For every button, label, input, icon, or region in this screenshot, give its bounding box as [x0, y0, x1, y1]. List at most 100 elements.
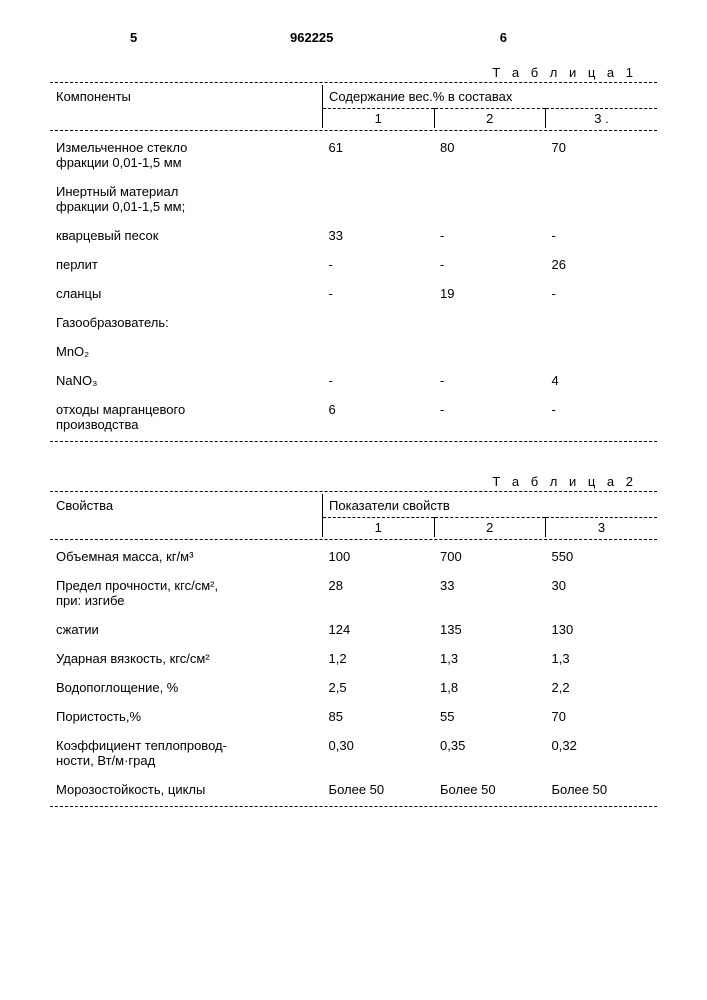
row-label: Пористость,% — [50, 702, 323, 731]
row-label: сланцы — [50, 279, 323, 308]
table2: Свойства Показатели свойств 1 2 3 — [50, 494, 657, 537]
table-row: Коэффициент теплопровод-ности, Вт/м·град… — [50, 731, 657, 775]
cell-value — [323, 337, 434, 366]
cell-value: Более 50 — [546, 775, 658, 804]
cell-value: 1,8 — [434, 673, 545, 702]
table-row: перлит--26 — [50, 250, 657, 279]
cell-value: - — [434, 250, 545, 279]
table2-title: Т а б л и ц а 2 — [50, 474, 637, 489]
cell-value: - — [434, 221, 545, 250]
cell-value — [434, 337, 545, 366]
cell-value: 2,5 — [323, 673, 434, 702]
table-row: Объемная масса, кг/м³100700550 — [50, 542, 657, 571]
table-row: Ударная вязкость, кгс/см²1,21,31,3 — [50, 644, 657, 673]
divider — [50, 539, 657, 540]
table1-col2: 2 — [434, 109, 545, 129]
cell-value: 26 — [546, 250, 658, 279]
cell-value: 0,32 — [546, 731, 658, 775]
cell-value: 4 — [546, 366, 658, 395]
cell-value: - — [434, 395, 545, 439]
cell-value: 85 — [323, 702, 434, 731]
page-header: 5 962225 6 — [50, 30, 657, 60]
table-row: MnO₂ — [50, 337, 657, 366]
cell-value: 80 — [434, 133, 545, 177]
section-label: Газообразователь: — [50, 308, 657, 337]
table1-col3: 3 . — [546, 109, 658, 129]
row-label: Объемная масса, кг/м³ — [50, 542, 323, 571]
table1-col1: 1 — [323, 109, 434, 129]
cell-value: - — [546, 221, 658, 250]
row-label: Предел прочности, кгс/см²,при: изгибе — [50, 571, 323, 615]
row-label: Ударная вязкость, кгс/см² — [50, 644, 323, 673]
cell-value: 33 — [434, 571, 545, 615]
cell-value: 28 — [323, 571, 434, 615]
table1: Компоненты Содержание вес.% в составах 1… — [50, 85, 657, 128]
divider — [50, 491, 657, 492]
row-label: Измельченное стеклофракции 0,01-1,5 мм — [50, 133, 323, 177]
row-label: Водопоглощение, % — [50, 673, 323, 702]
row-label: NaNO₃ — [50, 366, 323, 395]
cell-value: Более 50 — [323, 775, 434, 804]
divider — [50, 130, 657, 131]
cell-value: 6 — [323, 395, 434, 439]
cell-value: - — [546, 395, 658, 439]
table-row: Газообразователь: — [50, 308, 657, 337]
page-number-left: 5 — [130, 30, 137, 45]
cell-value: 30 — [546, 571, 658, 615]
cell-value: 1,3 — [546, 644, 658, 673]
cell-value: 55 — [434, 702, 545, 731]
cell-value: 135 — [434, 615, 545, 644]
cell-value: Более 50 — [434, 775, 545, 804]
cell-value: 33 — [323, 221, 434, 250]
cell-value: - — [323, 366, 434, 395]
cell-value: 124 — [323, 615, 434, 644]
cell-value: 70 — [546, 702, 658, 731]
table1-header-components: Компоненты — [50, 85, 323, 128]
cell-value: 700 — [434, 542, 545, 571]
table-row: Водопоглощение, %2,51,82,2 — [50, 673, 657, 702]
table2-col2: 2 — [434, 518, 545, 538]
table-row: сжатии124135130 — [50, 615, 657, 644]
document-number: 962225 — [290, 30, 333, 45]
table1-header-group: Содержание вес.% в составах — [323, 85, 657, 109]
table2-header-properties: Свойства — [50, 494, 323, 537]
table-row: Морозостойкость, циклыБолее 50Более 50Бо… — [50, 775, 657, 804]
cell-value: - — [323, 250, 434, 279]
table-row: Предел прочности, кгс/см²,при: изгибе283… — [50, 571, 657, 615]
row-label: отходы марганцевогопроизводства — [50, 395, 323, 439]
cell-value: 0,30 — [323, 731, 434, 775]
section-label: Инертный материалфракции 0,01-1,5 мм; — [50, 177, 657, 221]
table-row: кварцевый песок33-- — [50, 221, 657, 250]
cell-value: 0,35 — [434, 731, 545, 775]
cell-value: - — [323, 279, 434, 308]
cell-value: 2,2 — [546, 673, 658, 702]
cell-value: 1,3 — [434, 644, 545, 673]
divider — [50, 82, 657, 83]
divider — [50, 441, 657, 442]
table2-header-group: Показатели свойств — [323, 494, 657, 518]
row-label: сжатии — [50, 615, 323, 644]
table1-body: Измельченное стеклофракции 0,01-1,5 мм 6 1… — [50, 133, 657, 439]
cell-value: 19 — [434, 279, 545, 308]
table-row: NaNO₃--4 — [50, 366, 657, 395]
table-row: отходы марганцевогопроизводства6-- — [50, 395, 657, 439]
cell-value — [546, 337, 658, 366]
row-label: перлит — [50, 250, 323, 279]
table2-body: Объемная масса, кг/м³100700550Предел про… — [50, 542, 657, 804]
table2-col3: 3 — [546, 518, 658, 538]
cell-value: 1,2 — [323, 644, 434, 673]
row-label: кварцевый песок — [50, 221, 323, 250]
divider — [50, 806, 657, 807]
cell-value: - — [546, 279, 658, 308]
cell-value: - — [434, 366, 545, 395]
cell-value: 70 — [546, 133, 658, 177]
table-row: Измельченное стеклофракции 0,01-1,5 мм61… — [50, 133, 657, 177]
table-row: Пористость,%855570 — [50, 702, 657, 731]
row-label: Коэффициент теплопровод-ности, Вт/м·град — [50, 731, 323, 775]
row-label: MnO₂ — [50, 337, 323, 366]
page-number-right: 6 — [500, 30, 507, 45]
cell-value: 550 — [546, 542, 658, 571]
row-label: Морозостойкость, циклы — [50, 775, 323, 804]
table1-title: Т а б л и ц а 1 — [50, 65, 637, 80]
cell-value: 100 — [323, 542, 434, 571]
